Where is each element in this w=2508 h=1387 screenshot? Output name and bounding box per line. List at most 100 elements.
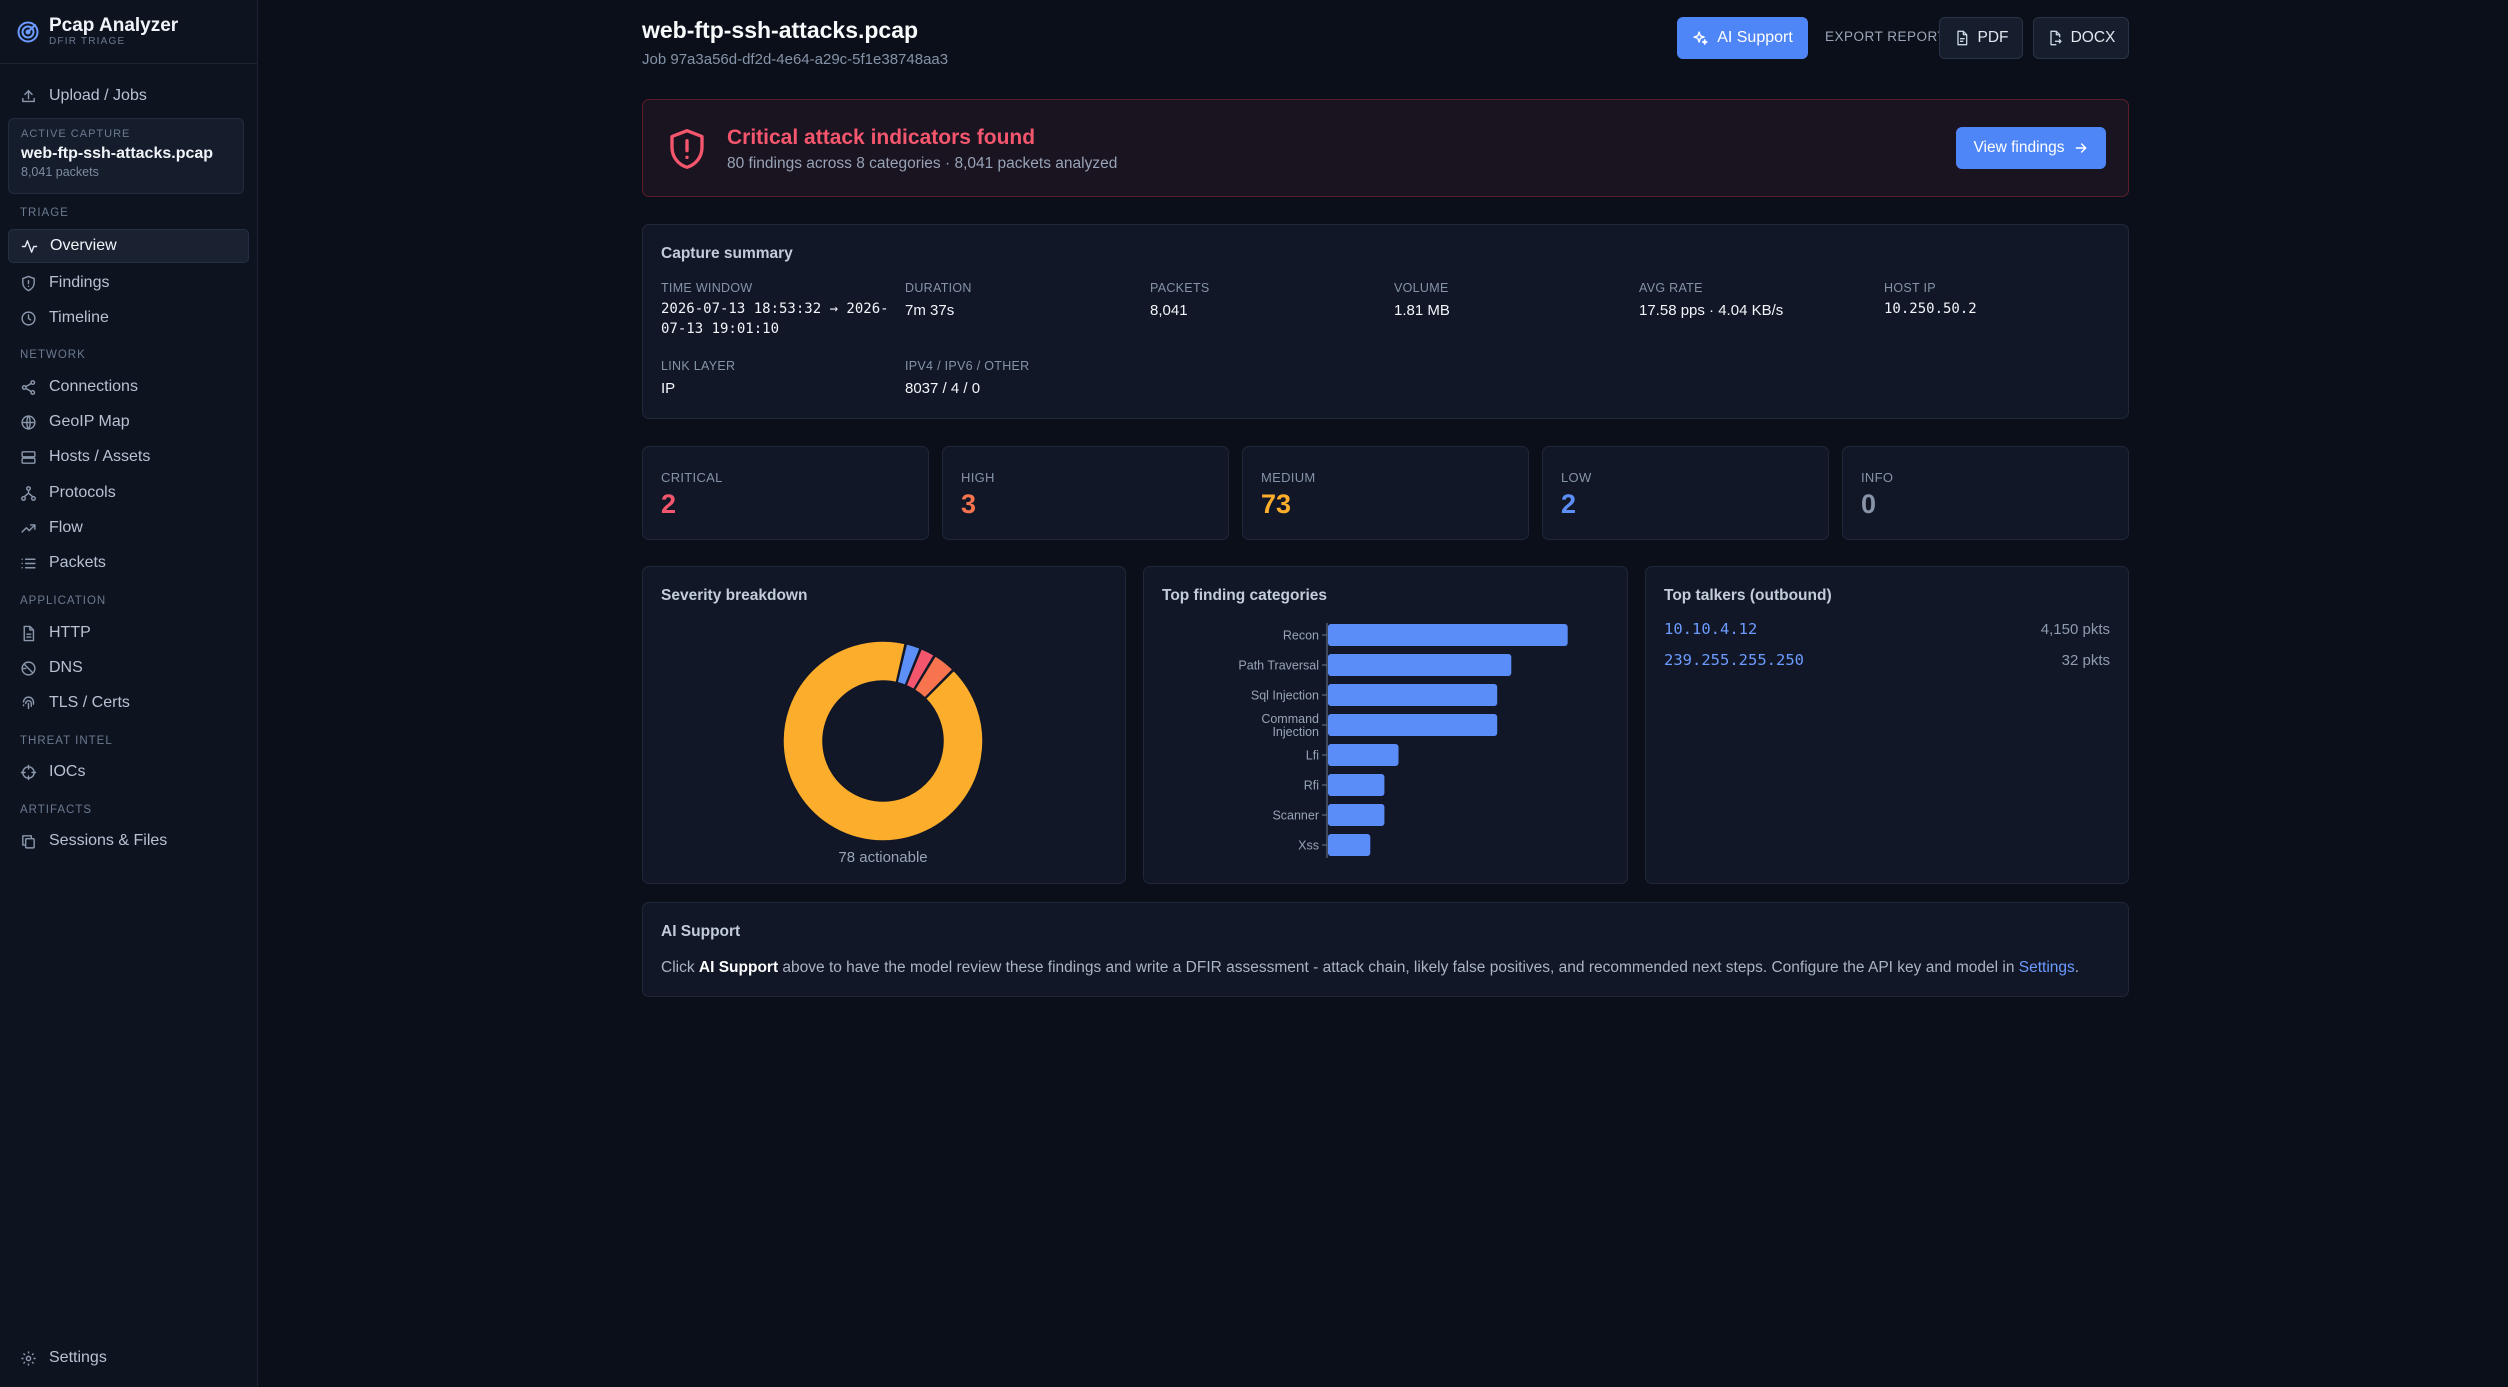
talker-ip[interactable]: 239.255.255.250 [1664,651,1804,669]
share-nodes-icon [21,379,36,395]
bar-category-label: Injection [1272,725,1319,739]
bar-command-injection[interactable] [1328,714,1498,736]
view-findings-button[interactable]: View findings [1956,127,2106,169]
nav-packets[interactable]: Packets [8,546,249,580]
ai-text-pre: Click [661,959,699,976]
high-count: 3 [961,489,977,519]
export-report-label: EXPORT REPORT [1825,29,1947,44]
link-layer-value: IP [661,380,676,397]
nav-iocs[interactable]: IOCs [8,755,249,789]
nav-settings[interactable]: Settings [8,1341,249,1375]
nav-http[interactable]: HTTP [8,616,249,650]
packets-value: 8,041 [1150,302,1188,319]
ip-versions-value: 8037 / 4 / 0 [905,380,981,397]
bar-path-traversal[interactable] [1328,654,1512,676]
fingerprint-icon [22,695,35,709]
time-window-line2: 07-13 19:01:10 [661,321,780,337]
critical-alert-banner: Critical attack indicators found 80 find… [642,99,2129,197]
medium-label: MEDIUM [1261,470,1316,485]
bar-category-label: Command [1261,712,1319,726]
bar-rfi[interactable] [1328,774,1385,796]
nav-dns[interactable]: DNS [8,651,249,685]
alert-title: Critical attack indicators found [727,126,1036,149]
nav-protocols[interactable]: Protocols [8,476,249,510]
nav-dns-label: DNS [49,659,83,676]
nav-sessions-files[interactable]: Sessions & Files [8,824,249,858]
packets-label: PACKETS [1150,281,1210,295]
sidebar: Pcap Analyzer DFIR TRIAGE Upload / Jobs … [0,0,258,1387]
nav-upload-label: Upload / Jobs [49,87,147,104]
settings-link[interactable]: Settings [2018,959,2075,976]
time-window-label: TIME WINDOW [661,281,753,295]
low-count: 2 [1561,489,1577,519]
low-label: LOW [1561,470,1592,485]
severity-card-low[interactable]: LOW 2 [1542,446,1829,540]
shield-alert-icon [670,129,704,169]
nav-flow[interactable]: Flow [8,511,249,545]
top-categories-card: Top finding categories Recon Path Travers… [1143,566,1628,884]
view-findings-label: View findings [1973,139,2065,156]
nav-upload-jobs[interactable]: Upload / Jobs [8,79,249,113]
avg-rate-label: AVG RATE [1639,281,1703,295]
nav-iocs-label: IOCs [49,763,86,780]
talker-ip[interactable]: 10.10.4.12 [1664,620,1758,638]
talker-packets: 4,150 pkts [2040,621,2110,638]
radar-logo-icon [17,21,39,42]
severity-card-critical[interactable]: CRITICAL 2 [642,446,929,540]
nav-flow-label: Flow [49,519,83,536]
bar-category-label: Xss [1298,839,1319,853]
nav-sessions-label: Sessions & Files [49,832,168,849]
ai-support-button[interactable]: AI Support [1677,17,1808,59]
nav-connections[interactable]: Connections [8,370,249,404]
export-docx-button[interactable]: DOCX [2033,17,2129,59]
nav-hosts-assets[interactable]: Hosts / Assets [8,440,249,474]
nav-tls-certs[interactable]: TLS / Certs [8,686,249,720]
nav-protocols-label: Protocols [49,484,116,501]
donut-slice-medium[interactable] [782,640,984,842]
active-capture-packets: 8,041 packets [21,165,99,179]
donut-slice-low[interactable] [896,642,922,687]
nav-geoip-label: GeoIP Map [49,413,130,430]
severity-card-medium[interactable]: MEDIUM 73 [1242,446,1529,540]
nav-findings[interactable]: Findings [8,266,249,300]
section-threat-intel: THREAT INTEL [20,735,113,747]
nav-geoip-map[interactable]: GeoIP Map [8,405,249,439]
app-title: Pcap Analyzer [49,14,179,36]
section-artifacts: ARTIFACTS [20,804,93,816]
arrow-right-icon [2075,143,2086,153]
capture-summary-title: Capture summary [661,245,793,262]
job-id: Job 97a3a56d-df2d-4e64-a29c-5f1e38748aa3 [642,51,949,68]
nav-overview[interactable]: Overview [8,229,249,263]
export-pdf-button[interactable]: PDF [1939,17,2023,59]
bar-xss[interactable] [1328,834,1371,856]
sparkles-icon [1693,30,1708,45]
alert-subtitle: 80 findings across 8 categories · 8,041 … [727,155,1118,172]
active-capture-card[interactable]: ACTIVE CAPTURE web-ftp-ssh-attacks.pcap … [8,118,244,194]
bar-lfi[interactable] [1328,744,1399,766]
bar-sql-injection[interactable] [1328,684,1498,706]
server-icon [21,450,36,464]
severity-donut-chart: 78 actionable [782,640,984,866]
ai-text-mid: above to have the model review these fin… [778,959,2019,976]
critical-count: 2 [661,489,677,519]
bar-scanner[interactable] [1328,804,1385,826]
severity-card-info[interactable]: INFO 0 [1842,446,2129,540]
duration-label: DURATION [905,281,972,295]
volume-label: VOLUME [1394,281,1449,295]
trend-icon [21,523,36,533]
nav-timeline[interactable]: Timeline [8,301,249,335]
top-talkers-card: Top talkers (outbound) 10.10.4.12 4,150 … [1645,566,2129,884]
bar-category-label: Sql Injection [1251,689,1319,703]
upload-icon [22,89,35,102]
nav-settings-label: Settings [49,1349,107,1366]
nav-timeline-label: Timeline [49,309,109,326]
nav-connections-label: Connections [49,378,138,395]
severity-card-high[interactable]: HIGH 3 [942,446,1229,540]
avg-rate-value: 17.58 pps · 4.04 KB/s [1639,302,1784,319]
section-application: APPLICATION [20,595,107,607]
critical-label: CRITICAL [661,470,723,485]
clock-icon [21,310,36,326]
high-label: HIGH [961,470,995,485]
bar-category-label: Lfi [1306,749,1319,763]
bar-recon[interactable] [1328,624,1568,646]
